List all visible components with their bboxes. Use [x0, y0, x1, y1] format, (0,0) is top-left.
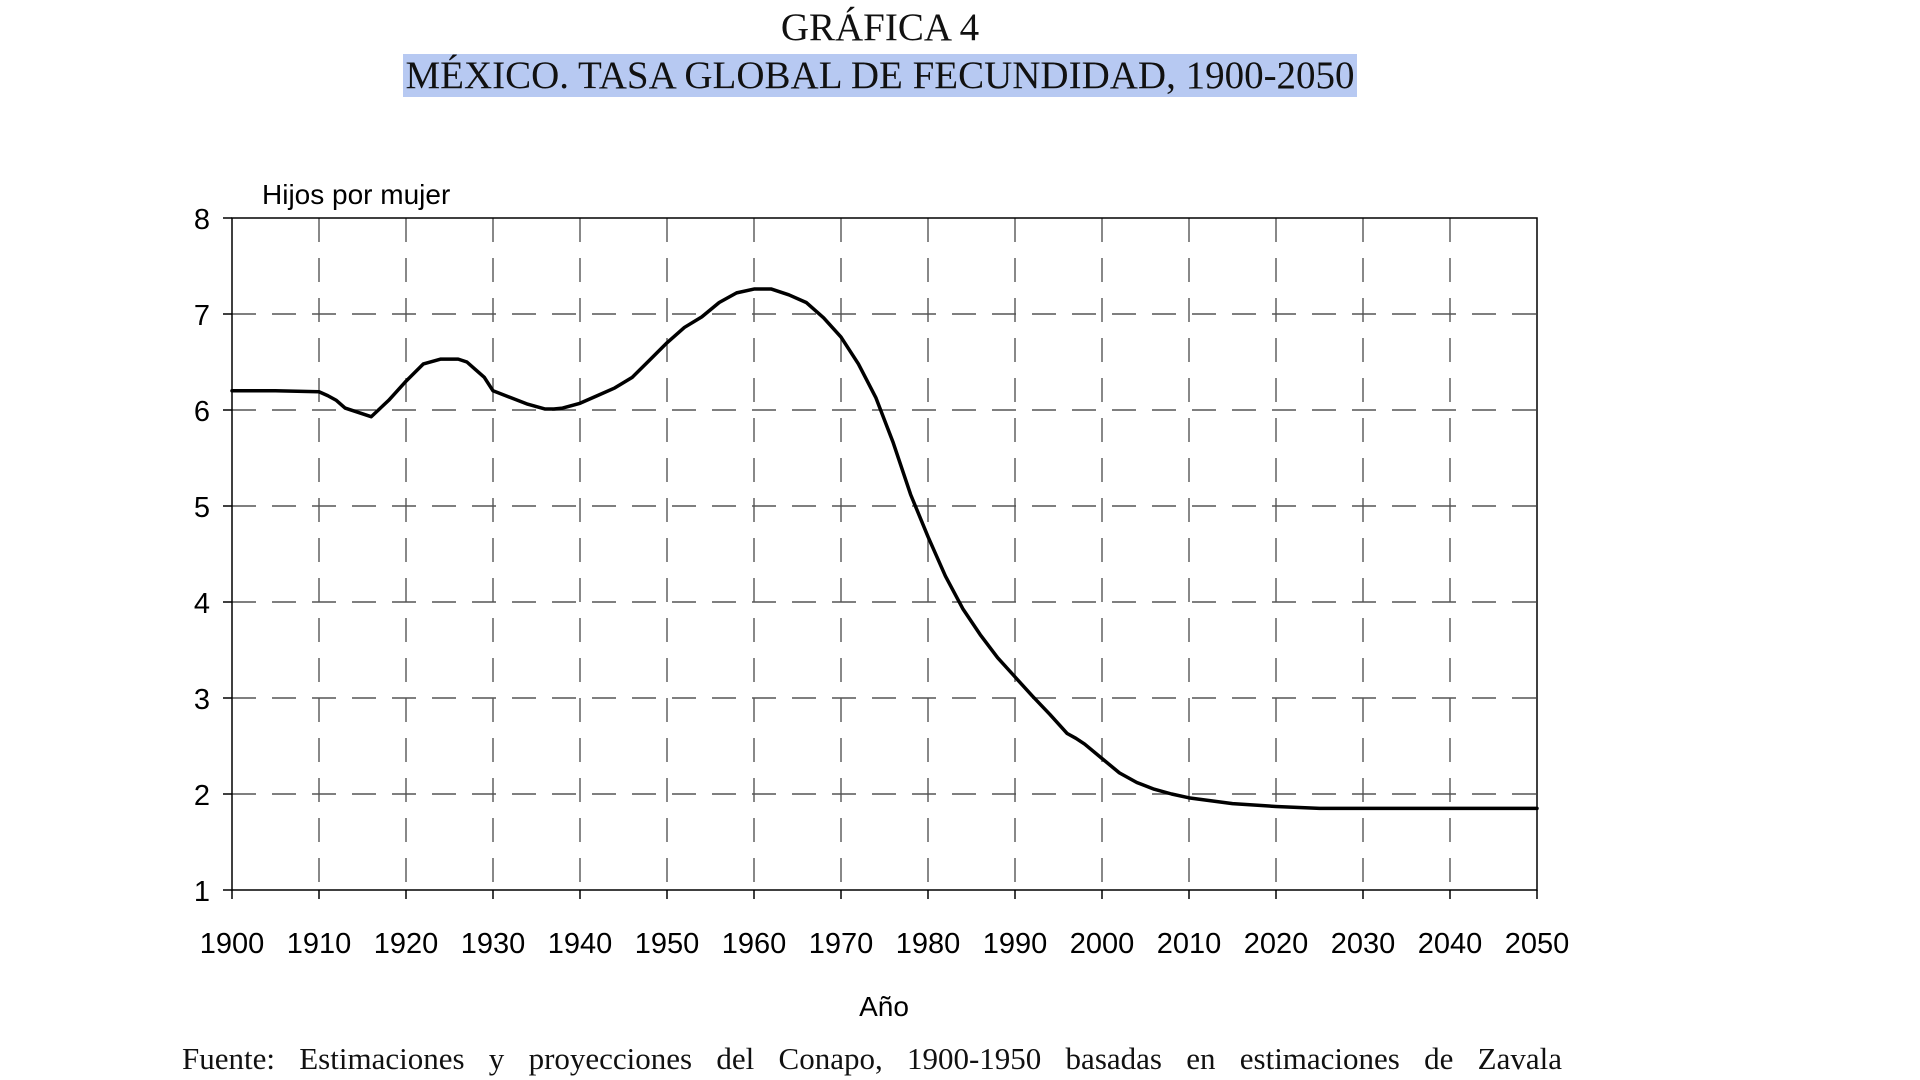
chart-label: GRÁFICA 4	[780, 6, 980, 49]
source-note: Fuente: Estimaciones y proyecciones del …	[182, 1041, 1562, 1076]
x-tick-label-1930: 1930	[461, 928, 526, 960]
y-tick-label-5: 5	[194, 492, 210, 524]
x-tick-labels: 1900 1910 1920 1930 1940 1950 1960 1970 1980 1990…	[200, 928, 1570, 960]
x-tick-label-1980: 1980	[896, 928, 961, 960]
y-tick-label-8: 8	[194, 204, 210, 236]
x-axis-title: Año	[859, 991, 909, 1022]
plot-area-frame	[231, 217, 1538, 891]
x-tick-label-2010: 2010	[1157, 928, 1222, 960]
gridlines	[232, 218, 1537, 890]
x-tick-label-1950: 1950	[635, 928, 700, 960]
x-tick-label-1900: 1900	[200, 928, 265, 960]
x-tick-label-1970: 1970	[809, 928, 874, 960]
x-tick-label-1940: 1940	[548, 928, 613, 960]
y-tick-labels: 1 2 3 4 5 6 7 8	[194, 204, 210, 908]
x-tick-label-2030: 2030	[1331, 928, 1396, 960]
x-tick-label-2000: 2000	[1070, 928, 1135, 960]
x-tick-label-1920: 1920	[374, 928, 439, 960]
x-tick-label-1990: 1990	[983, 928, 1048, 960]
x-tick-label-2020: 2020	[1244, 928, 1309, 960]
x-tick-label-2050: 2050	[1505, 928, 1570, 960]
y-axis-title: Hijos por mujer	[262, 179, 450, 210]
x-tick-label-1910: 1910	[287, 928, 352, 960]
y-tick-label-6: 6	[194, 396, 210, 428]
axis-ticks	[223, 217, 1538, 899]
x-tick-label-1960: 1960	[722, 928, 787, 960]
y-tick-label-2: 2	[194, 780, 210, 812]
fertility-line-chart: 1 2 3 4 5 6 7 8 1900 1910 1920 1930 1940 1950 1960 197…	[194, 179, 1570, 1022]
y-tick-label-7: 7	[194, 300, 210, 332]
y-tick-label-1: 1	[194, 876, 210, 908]
y-tick-label-3: 3	[194, 684, 210, 716]
y-tick-label-4: 4	[194, 588, 210, 620]
series-line-fertility-rate	[230, 287, 1539, 811]
chart-title-wrap: MÉXICO. TASA GLOBAL DE FECUNDIDAD, 1900-…	[0, 52, 1760, 100]
chart-title: MÉXICO. TASA GLOBAL DE FECUNDIDAD, 1900-…	[403, 54, 1357, 97]
x-tick-label-2040: 2040	[1418, 928, 1483, 960]
